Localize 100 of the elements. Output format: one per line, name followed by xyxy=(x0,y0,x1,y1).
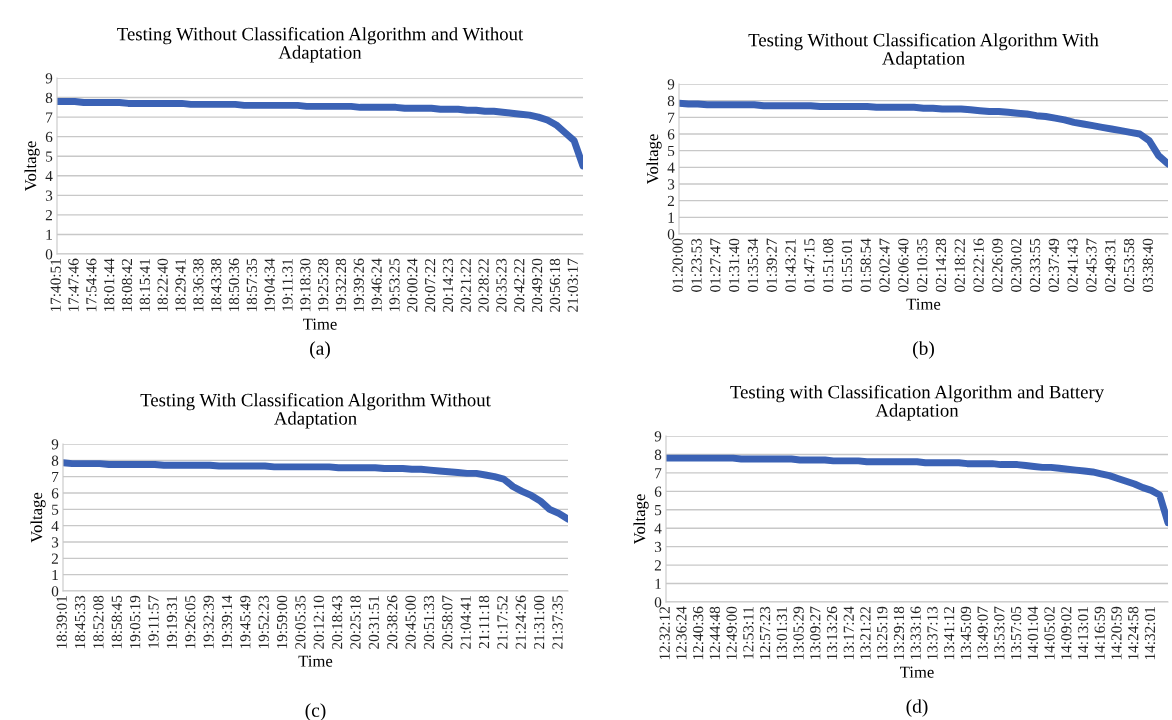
x-tick-label: 18:08:42 xyxy=(121,259,133,312)
y-axis-title: Voltage xyxy=(633,494,649,545)
x-tick-label: 19:52:23 xyxy=(258,595,269,649)
y-tick-label: 5 xyxy=(46,151,53,162)
x-tick-label: 19:25:28 xyxy=(317,258,329,312)
x-tick-label: 20:38:26 xyxy=(387,595,398,649)
x-tick-label: 18:29:41 xyxy=(175,259,186,312)
x-tick-label: 18:45:33 xyxy=(74,595,86,649)
x-tick-label: 14:13:01 xyxy=(1077,607,1089,660)
x-tick-label: 19:26:05 xyxy=(185,595,196,649)
x-tick-label: 20:42:22 xyxy=(514,259,525,312)
y-tick-label: 4 xyxy=(667,162,675,173)
x-tick-label: 02:30:02 xyxy=(1011,239,1022,292)
x-tick-label: 14:01:04 xyxy=(1027,606,1039,660)
y-tick-label: 6 xyxy=(45,131,53,143)
x-tick-label: 02:37:49 xyxy=(1048,238,1060,292)
x-tick-label: 01:35:34 xyxy=(747,238,759,292)
y-tick-label: 5 xyxy=(668,145,675,157)
x-tick-label: 21:11:18 xyxy=(478,595,490,649)
x-tick-label: 19:59:00 xyxy=(276,595,288,649)
y-tick-label: 4 xyxy=(45,171,53,182)
x-tick-label: 19:19:31 xyxy=(166,596,178,649)
x-tick-label: 01:51:08 xyxy=(822,238,834,292)
x-tick-label: 18:50:36 xyxy=(228,258,240,312)
y-tick-label: 0 xyxy=(667,229,675,240)
x-tick-label: 13:33:16 xyxy=(910,606,921,660)
text: (d) xyxy=(906,699,928,717)
x-tick-label: 19:53:25 xyxy=(389,258,400,312)
x-tick-label: 13:17:24 xyxy=(843,606,854,660)
x-tick-label: 19:39:14 xyxy=(221,595,233,649)
x-tick-label: 02:33:55 xyxy=(1029,238,1041,292)
x-tick-label: 02:02:47 xyxy=(879,238,890,292)
y-tick-label: 6 xyxy=(51,488,59,499)
x-tick-label: 13:01:31 xyxy=(776,607,788,660)
x-tick-label: 20:35:23 xyxy=(496,258,507,312)
x-tick-label: 20:45:00 xyxy=(405,595,416,649)
x-tick-label: 20:31:51 xyxy=(368,596,380,649)
y-tick-label: 0 xyxy=(45,249,53,260)
y-tick-label: 8 xyxy=(51,455,59,466)
x-tick-label: 18:58:45 xyxy=(111,595,122,649)
x-tick-label: 13:25:19 xyxy=(877,606,888,660)
x-tick-label: 01:20:00 xyxy=(672,238,683,292)
x-tick-label: 18:52:08 xyxy=(93,595,104,649)
x-tick-label: 02:49:31 xyxy=(1105,239,1116,292)
y-tick-label: 7 xyxy=(668,112,675,123)
x-tick-label: 13:09:27 xyxy=(810,606,821,660)
y-axis-title: Voltage xyxy=(24,141,40,192)
y-tick-label: 2 xyxy=(667,195,674,206)
x-tick-label: 13:05:29 xyxy=(793,606,804,660)
x-tick-label: 01:23:53 xyxy=(691,238,702,292)
y-tick-label: 9 xyxy=(654,431,662,442)
y-tick-label: 1 xyxy=(46,229,52,240)
x-tick-label: 18:22:40 xyxy=(157,258,168,312)
x-tick-label: 12:32:12 xyxy=(659,607,670,660)
y-tick-label: 5 xyxy=(655,505,662,516)
y-tick-label: 8 xyxy=(654,449,662,460)
x-tick-label: 20:12:10 xyxy=(313,595,324,649)
x-tick-label: 20:14:23 xyxy=(442,258,454,312)
x-tick-label: 19:11:57 xyxy=(148,595,159,648)
x-tick-label: 20:05:35 xyxy=(295,595,306,649)
x-tick-label: 20:56:18 xyxy=(549,258,561,312)
chart-title: Testing Without Classification Algorithm and Without Adaptation xyxy=(117,27,524,63)
x-tick-label: 21:17:52 xyxy=(497,596,508,649)
y-tick-label: 7 xyxy=(655,468,662,479)
x-tick-label: 02:18:22 xyxy=(954,239,966,292)
x-tick-label: 18:57:35 xyxy=(246,258,258,312)
x-tick-label: 18:36:38 xyxy=(193,258,204,312)
y-tick-label: 7 xyxy=(46,112,53,123)
x-tick-label: 21:03:17 xyxy=(567,258,578,312)
x-tick-label: 20:00:24 xyxy=(407,258,418,312)
x-tick-label: 21:04:41 xyxy=(460,596,471,649)
x-tick-label: 17:47:46 xyxy=(68,258,79,312)
x-tick-label: 02:45:37 xyxy=(1086,238,1097,292)
x-tick-label: 21:31:00 xyxy=(533,595,545,649)
x-tick-label: 18:01:44 xyxy=(104,258,115,312)
x-tick-label: 19:11:31 xyxy=(282,259,293,311)
x-tick-label: 13:53:07 xyxy=(994,606,1005,660)
x-tick-label: 14:09:02 xyxy=(1061,607,1072,660)
y-tick-label: 1 xyxy=(668,212,674,223)
y-tick-label: 2 xyxy=(654,560,661,571)
x-tick-label: 19:32:39 xyxy=(203,595,214,649)
x-tick-label: 13:41:12 xyxy=(944,607,955,660)
x-tick-label: 14:24:58 xyxy=(1128,606,1139,660)
x-tick-label: 19:46:24 xyxy=(371,258,382,312)
x-tick-label: 19:45:49 xyxy=(240,595,251,649)
x-tick-label: 20:21:22 xyxy=(460,259,471,312)
x-tick-label: 02:14:28 xyxy=(935,238,947,292)
x-tick-label: 20:58:07 xyxy=(442,595,453,649)
x-tick-label: 01:39:27 xyxy=(766,238,777,292)
y-tick-label: 8 xyxy=(45,92,53,104)
x-tick-label: 13:57:05 xyxy=(1010,606,1022,660)
x-tick-label: 21:24:26 xyxy=(515,595,526,649)
x-tick-label: 01:55:01 xyxy=(841,239,853,292)
x-tick-label: 02:41:43 xyxy=(1067,238,1078,292)
x-tick-label: 14:20:59 xyxy=(1111,606,1122,660)
chart-title: Testing with Classification Algorithm and Battery Adaptation xyxy=(730,385,1104,421)
x-tick-label: 21:37:35 xyxy=(552,595,563,649)
x-tick-label: 20:18:43 xyxy=(331,595,343,649)
y-tick-label: 9 xyxy=(45,73,53,84)
x-tick-label: 20:28:22 xyxy=(478,259,489,312)
